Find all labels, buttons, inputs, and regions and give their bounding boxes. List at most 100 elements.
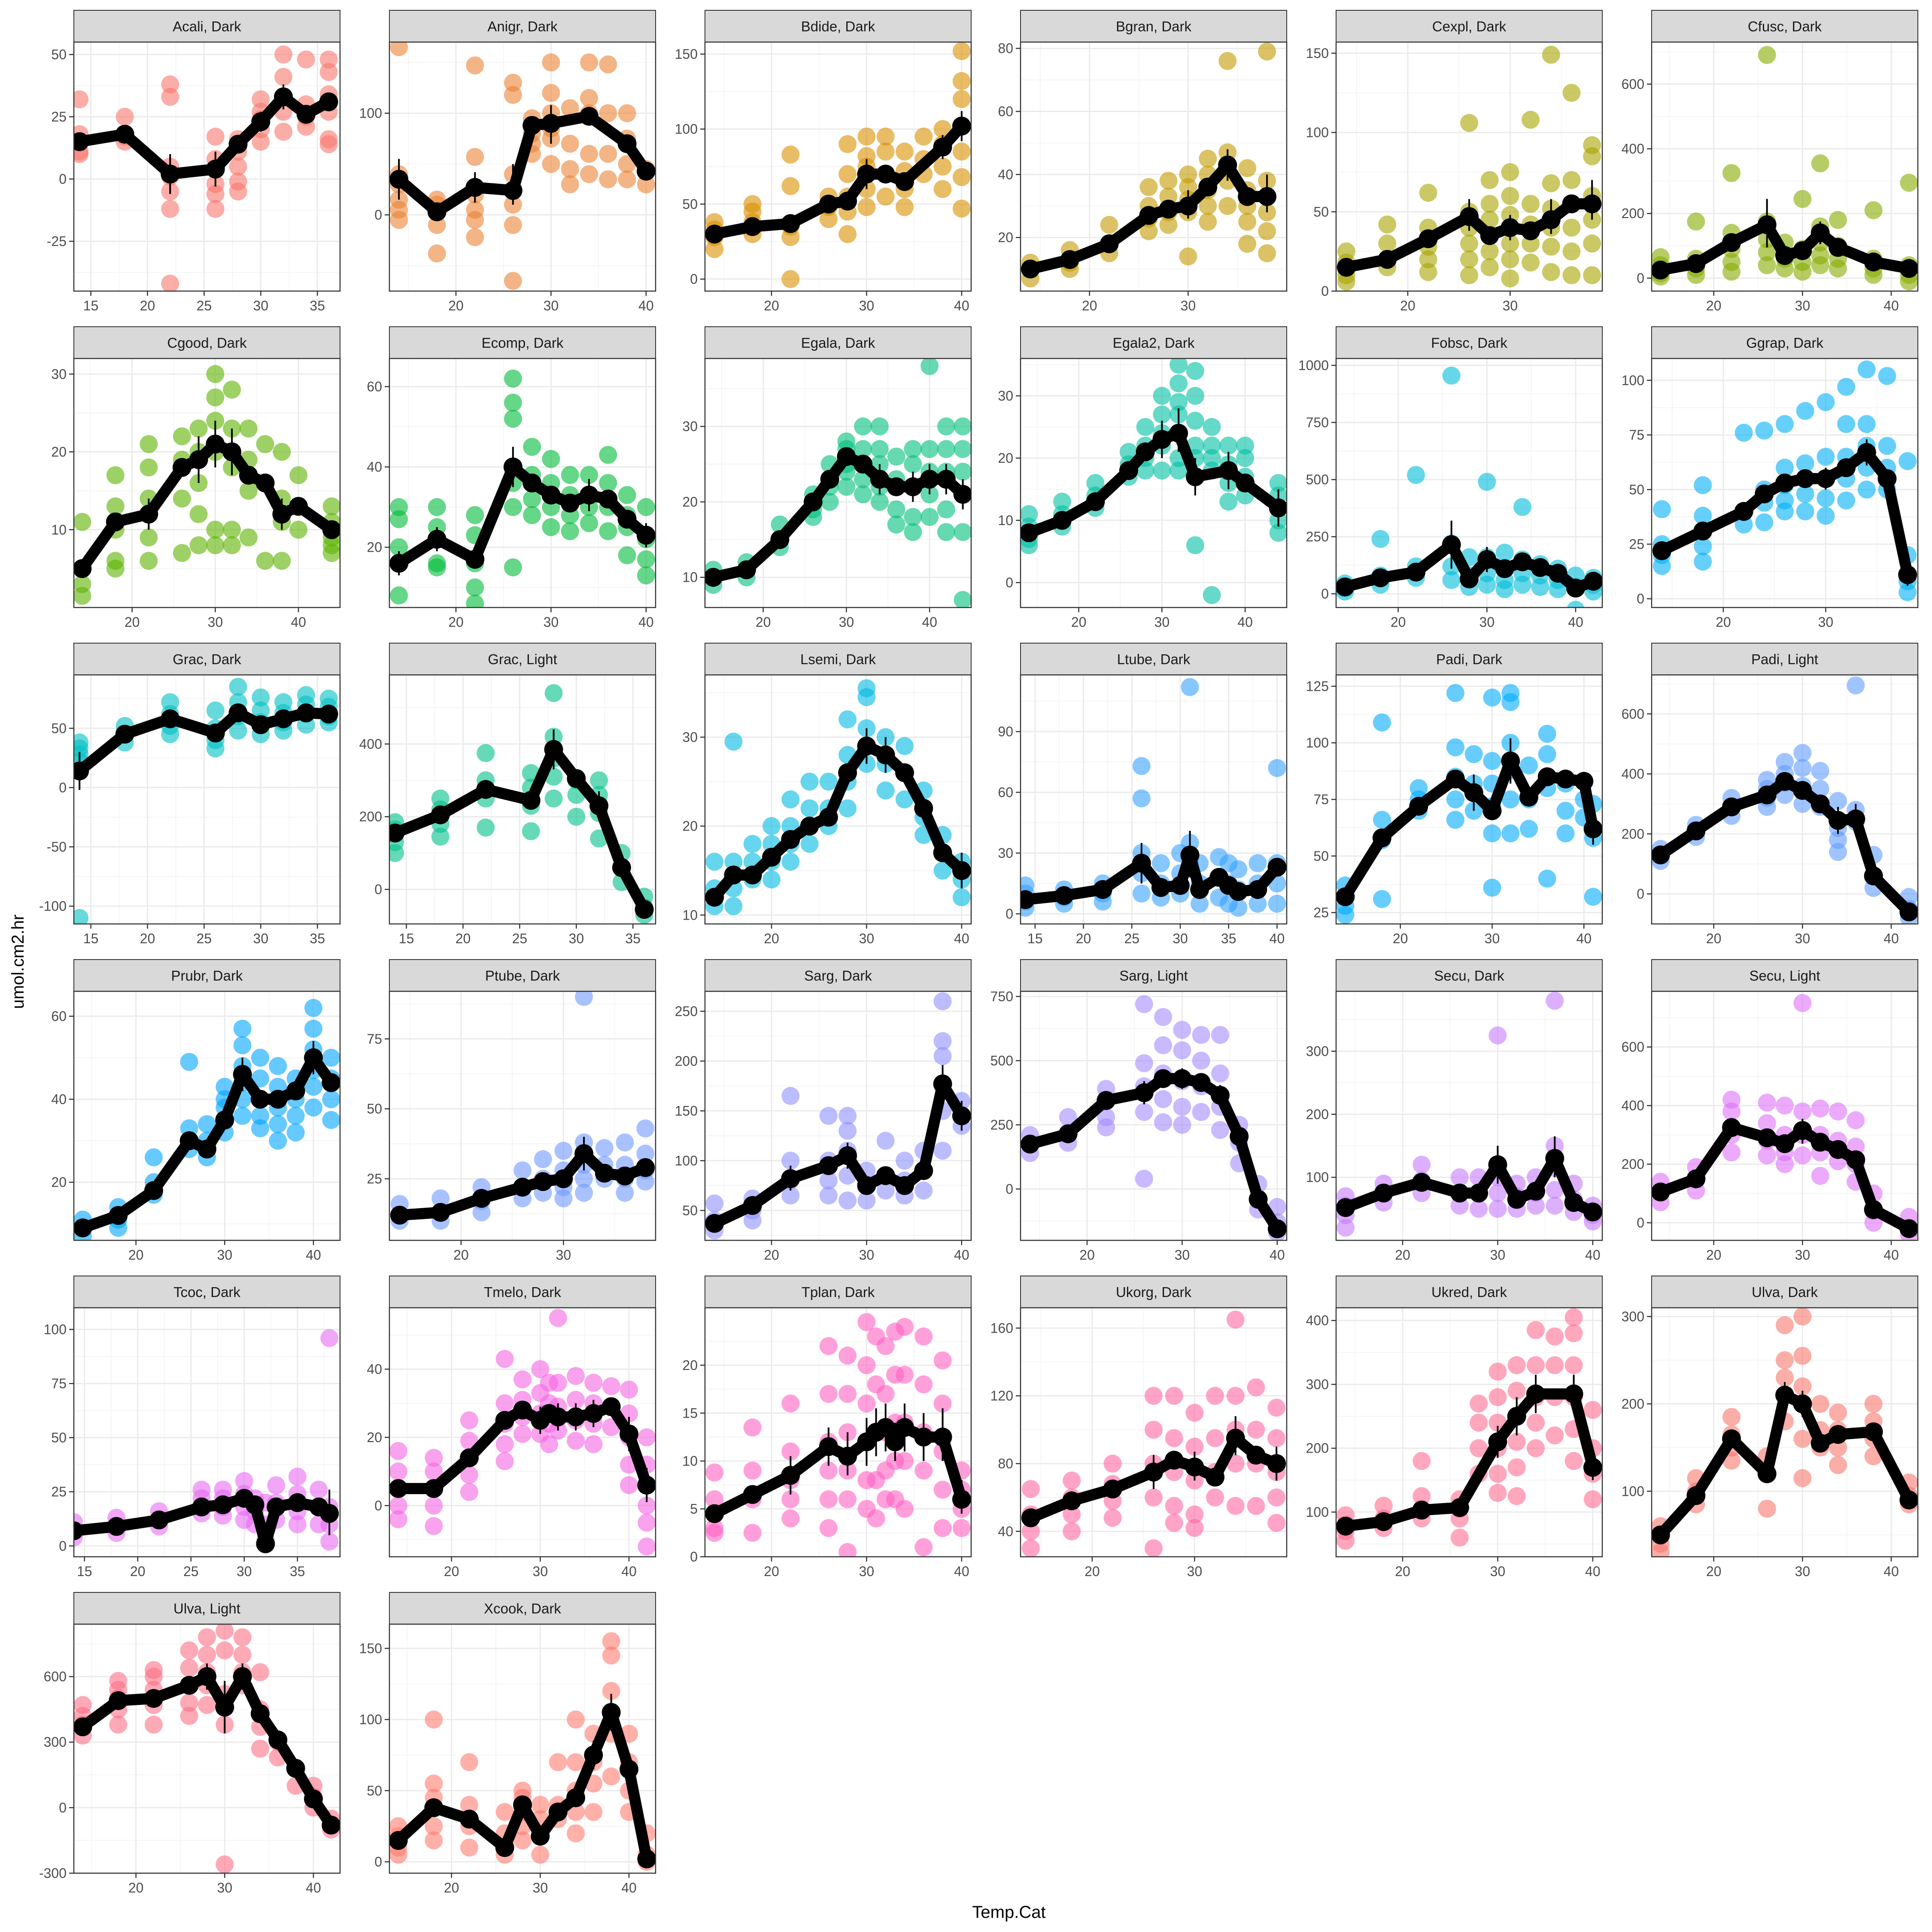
data-point <box>425 1710 443 1729</box>
data-point <box>1722 1102 1741 1121</box>
mean-point <box>251 112 270 131</box>
x-tick-label: 30 <box>859 931 875 946</box>
data-point <box>781 1490 800 1509</box>
x-tick-label: 20 <box>444 1880 459 1896</box>
data-point <box>1229 899 1248 917</box>
y-tick-label: 10 <box>998 513 1013 528</box>
mean-point <box>1722 1429 1741 1449</box>
data-point <box>173 489 191 508</box>
data-point <box>887 447 905 466</box>
facet-title: Sarg, Light <box>1119 968 1188 984</box>
mean-point <box>296 703 316 723</box>
mean-point <box>1419 229 1438 249</box>
mean-point <box>705 887 724 907</box>
mean-point <box>1164 1451 1184 1470</box>
mean-point <box>1795 469 1815 488</box>
data-point <box>304 999 322 1017</box>
data-point <box>1837 415 1856 433</box>
data-point <box>724 897 743 915</box>
mean-point <box>1372 828 1391 848</box>
mean-point <box>1267 1454 1286 1473</box>
mean-point <box>615 1166 635 1186</box>
y-tick-label: 300 <box>1306 1043 1329 1059</box>
data-point <box>1478 575 1496 594</box>
facet-panel: Sarg, Light 20 30 40 0 250 500 750 <box>990 959 1288 1263</box>
y-tick-label: 400 <box>1622 1098 1644 1113</box>
data-layer <box>1652 994 1918 1240</box>
data-layer <box>1652 676 1918 924</box>
facet-title: Egala2, Dark <box>1113 335 1195 351</box>
data-point <box>954 462 971 481</box>
data-point <box>322 497 340 516</box>
data-point <box>274 46 293 64</box>
data-point <box>1185 1403 1204 1422</box>
mean-point <box>389 170 409 189</box>
mean-point <box>819 194 838 214</box>
mean-point <box>228 703 248 723</box>
data-point <box>233 1020 252 1038</box>
data-point <box>1776 1368 1794 1387</box>
data-point <box>304 1078 322 1096</box>
data-point <box>595 1139 614 1157</box>
data-point <box>1817 447 1835 466</box>
mean-point <box>1460 207 1479 226</box>
data-point <box>870 440 889 458</box>
data-point <box>304 1020 322 1038</box>
data-point <box>1173 1098 1191 1116</box>
data-point <box>477 818 495 837</box>
data-point <box>952 90 971 108</box>
y-tick-label: 150 <box>359 1640 382 1656</box>
data-point <box>390 510 408 529</box>
mean-point <box>1173 1069 1192 1088</box>
data-point <box>937 523 955 541</box>
data-point <box>1132 789 1151 808</box>
data-point <box>1793 1430 1812 1448</box>
data-point <box>1776 1097 1794 1115</box>
x-tick-label: 40 <box>1585 1564 1601 1579</box>
x-tick-label: 25 <box>183 1564 199 1579</box>
data-layer <box>1021 995 1287 1240</box>
x-tick-label: 20 <box>140 298 155 313</box>
data-point <box>180 1053 198 1071</box>
x-tick-label: 30 <box>556 1247 571 1263</box>
facet-title: Ltube, Dark <box>1117 651 1191 667</box>
data-point <box>618 486 636 504</box>
mean-point <box>857 736 876 756</box>
data-point <box>580 53 598 72</box>
data-point <box>1793 1346 1812 1365</box>
data-point <box>1507 1458 1526 1476</box>
y-tick-label: 0 <box>1637 1215 1644 1230</box>
data-point <box>1811 1166 1829 1185</box>
x-tick-label: 20 <box>1400 298 1416 313</box>
x-axis-label: Temp.Cat <box>972 1903 1045 1922</box>
x-tick-label: 30 <box>217 1880 233 1896</box>
y-tick-label: 400 <box>1306 1313 1329 1328</box>
data-point <box>297 50 315 69</box>
y-tick-label: 0 <box>690 1549 698 1564</box>
data-point <box>1522 194 1540 213</box>
mean-point <box>1899 902 1918 922</box>
mean-point <box>255 474 275 492</box>
y-tick-label: 0 <box>59 1800 67 1815</box>
data-point <box>504 393 522 412</box>
data-point <box>1151 854 1170 872</box>
mean-point <box>197 1667 216 1686</box>
data-point <box>504 558 522 577</box>
data-point <box>1192 1051 1210 1070</box>
data-point <box>1817 489 1835 507</box>
data-point <box>1495 544 1514 562</box>
mean-point <box>544 740 563 759</box>
data-point <box>580 514 598 532</box>
data-point <box>1154 1008 1173 1026</box>
data-layer <box>389 1309 656 1556</box>
mean-point <box>933 1428 952 1447</box>
data-point <box>161 88 179 106</box>
mean-point <box>251 1090 270 1109</box>
facet-panel: Ltube, Dark 15 20 25 30 35 40 0 30 60 90 <box>998 643 1288 946</box>
x-tick-label: 30 <box>1795 1247 1810 1263</box>
data-point <box>1501 250 1519 269</box>
x-tick-label: 20 <box>764 1247 779 1263</box>
y-tick-label: 75 <box>1313 792 1329 807</box>
facet-panel: Ptube, Dark 20 30 25 50 75 <box>367 959 656 1263</box>
